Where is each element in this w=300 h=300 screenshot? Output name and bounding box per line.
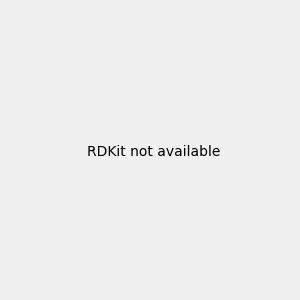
Text: RDKit not available: RDKit not available <box>87 145 220 158</box>
